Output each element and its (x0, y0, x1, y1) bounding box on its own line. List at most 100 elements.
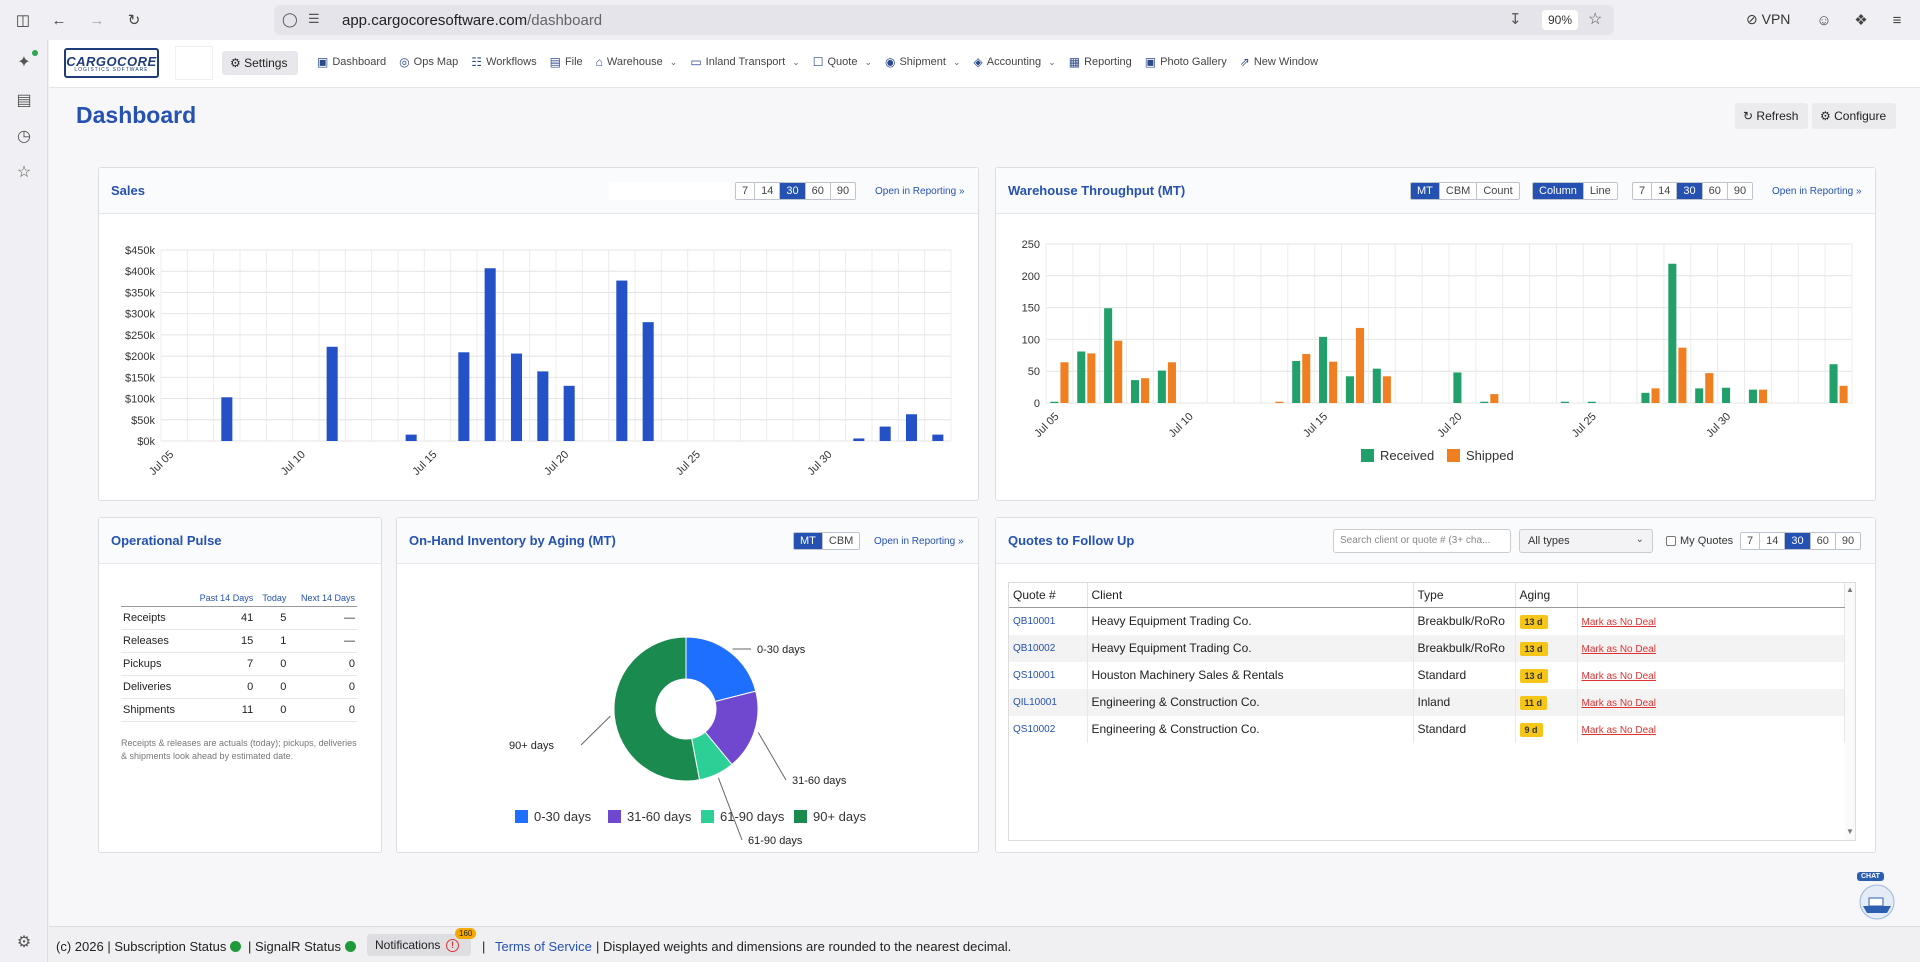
nav-item-photo-gallery[interactable]: ▣ Photo Gallery (1145, 55, 1227, 69)
chevron-down-icon[interactable]: ⌄ (864, 56, 872, 67)
chevron-down-icon[interactable]: ⌄ (952, 56, 961, 67)
sales-range-30[interactable]: 30 (780, 183, 806, 199)
bar-shipped (1355, 327, 1365, 403)
chat-widget[interactable]: CHAT (1851, 872, 1901, 920)
quote-aging: 13 d (1515, 634, 1578, 662)
mark-no-deal-link[interactable]: Mark as No Deal (1581, 671, 1656, 682)
inventory-open-reporting-link[interactable]: Open in Reporting » (874, 536, 964, 547)
bar-shipped (1705, 373, 1714, 403)
synced-tabs-icon[interactable]: ▤ (16, 92, 32, 109)
settings-button[interactable]: ⚙ Settings (222, 51, 298, 75)
quote-number-link[interactable]: QS10002 (1009, 715, 1088, 743)
warehouse-range-90[interactable]: 90 (1727, 183, 1753, 199)
quotes-column-header[interactable]: Quote # (1009, 583, 1088, 608)
quotes-scrollbar[interactable]: ▲ ▼ (1845, 583, 1855, 840)
nav-item-new-window[interactable]: ⇗ New Window (1240, 55, 1318, 69)
inventory-unit-cbm[interactable]: CBM (822, 533, 860, 549)
pulse-column-header: Next 14 Days (288, 590, 357, 607)
url-text[interactable]: app.cargocoresoftware.com/dashboard (342, 12, 603, 29)
quotes-range-60[interactable]: 60 (1810, 533, 1836, 549)
configure-button[interactable]: ⚙ Configure (1812, 103, 1897, 129)
aging-badge: 13 d (1519, 641, 1548, 656)
reload-icon[interactable]: ↻ (127, 12, 141, 29)
nav-item-shipment[interactable]: ◉ Shipment ⌄ (885, 55, 961, 69)
back-icon[interactable]: ← (51, 11, 67, 29)
quotes-column-header[interactable]: Type (1413, 583, 1516, 608)
mark-no-deal-link[interactable]: Mark as No Deal (1581, 644, 1656, 655)
quote-type-select[interactable]: All types ⌄ (1519, 529, 1653, 553)
quotes-column-header[interactable] (1577, 583, 1845, 608)
report-icon: ▦ (1068, 55, 1081, 69)
bookmark-star-icon[interactable]: ☆ (1588, 11, 1603, 28)
mark-no-deal-link[interactable]: Mark as No Deal (1581, 725, 1656, 736)
refresh-button[interactable]: ↻ Refresh (1735, 103, 1809, 129)
nav-item-warehouse[interactable]: ⌂ Warehouse ⌄ (596, 55, 678, 69)
warehouse-range-30[interactable]: 30 (1677, 183, 1703, 199)
download-icon[interactable]: ↧ (1509, 11, 1522, 28)
zoom-level[interactable]: 90% (1542, 10, 1578, 30)
warehouse-range-60[interactable]: 60 (1702, 183, 1728, 199)
warehouse-mode-column[interactable]: Column (1533, 183, 1584, 199)
y-tick-label: $300k (125, 309, 155, 321)
chevron-down-icon[interactable]: ⌄ (792, 56, 800, 67)
menu-icon[interactable]: ≡ (1892, 11, 1902, 29)
warehouse-range-7[interactable]: 7 (1633, 183, 1653, 199)
mark-no-deal-link[interactable]: Mark as No Deal (1581, 617, 1656, 629)
warehouse-unit-cbm[interactable]: CBM (1439, 183, 1478, 199)
quotes-range-14[interactable]: 14 (1760, 533, 1786, 549)
quotes-range-30[interactable]: 30 (1785, 533, 1811, 549)
my-quotes-checkbox[interactable]: My Quotes (1666, 535, 1733, 547)
nav-item-ops-map[interactable]: ◎ Ops Map (399, 55, 458, 69)
quotes-range-7[interactable]: 7 (1741, 533, 1761, 549)
cargocore-logo[interactable]: CARGOCORE LOGISTICS SOFTWARE (64, 48, 159, 78)
x-tick-label: Jul 25 (674, 449, 703, 478)
quote-number-link[interactable]: QB10002 (1009, 634, 1088, 662)
ai-sparkle-icon[interactable]: ✦ (17, 54, 31, 71)
terms-of-service-link[interactable]: Terms of Service (495, 939, 592, 954)
sales-range-90[interactable]: 90 (830, 183, 856, 199)
settings-gear-icon[interactable]: ⚙ (16, 934, 32, 951)
account-icon[interactable]: ☺ (1816, 11, 1832, 29)
chevron-down-icon[interactable]: ⌄ (669, 56, 678, 67)
globe-icon: ◎ (399, 55, 410, 69)
mark-no-deal-link[interactable]: Mark as No Deal (1581, 698, 1656, 709)
permissions-icon[interactable]: ☰ (308, 11, 320, 26)
quote-number-link[interactable]: QS10001 (1009, 661, 1088, 689)
warehouse-unit-count[interactable]: Count (1477, 183, 1519, 199)
quotes-range-90[interactable]: 90 (1835, 533, 1861, 549)
quote-client: Heavy Equipment Trading Co. (1087, 634, 1414, 662)
extensions-icon[interactable]: ❖ (1854, 12, 1868, 29)
quotes-column-header[interactable]: Client (1087, 583, 1414, 608)
quote-number-link[interactable]: QIL10001 (1009, 688, 1088, 716)
nav-item-quote[interactable]: ☐ Quote ⌄ (813, 55, 872, 69)
warehouse-range-14[interactable]: 14 (1652, 183, 1678, 199)
quote-number-link[interactable]: QB10001 (1009, 607, 1088, 635)
sales-range-7[interactable]: 7 (736, 183, 756, 199)
history-icon[interactable]: ◷ (17, 128, 31, 145)
bookmarks-icon[interactable]: ☆ (16, 164, 32, 181)
sales-range-60[interactable]: 60 (805, 183, 831, 199)
vpn-button[interactable]: ⊘ VPN (1746, 11, 1791, 27)
sidebar-toggle-icon[interactable]: ◫ (15, 12, 31, 29)
chevron-down-icon[interactable]: ⌄ (1048, 56, 1056, 67)
nav-item-reporting[interactable]: ▦ Reporting (1069, 55, 1132, 69)
checkbox-box[interactable] (1666, 536, 1676, 546)
nav-item-file[interactable]: ▤ File (550, 55, 583, 69)
quote-search-input[interactable]: Search client or quote # (3+ cha... (1333, 529, 1511, 553)
warehouse-unit-mt[interactable]: MT (1411, 183, 1440, 199)
nav-item-inland-transport[interactable]: ▭ Inland Transport ⌄ (690, 55, 799, 69)
address-bar[interactable]: ◯ ☰ app.cargocoresoftware.com/dashboard … (274, 5, 1614, 35)
nav-item-dashboard[interactable]: ▣ Dashboard (317, 55, 386, 69)
notifications-button[interactable]: Notifications (367, 934, 471, 956)
inventory-unit-mt[interactable]: MT (794, 533, 823, 549)
warehouse-mode-line[interactable]: Line (1583, 183, 1617, 199)
logo-placeholder (175, 46, 213, 80)
quotes-column-header[interactable]: Aging (1515, 583, 1578, 608)
nav-item-accounting[interactable]: ◈ Accounting ⌄ (974, 55, 1056, 69)
sales-range-14[interactable]: 14 (755, 183, 781, 199)
warehouse-open-reporting-link[interactable]: Open in Reporting » (1772, 186, 1862, 197)
sales-open-reporting-link[interactable]: Open in Reporting » (875, 186, 965, 197)
nav-item-workflows[interactable]: ☷ Workflows (471, 55, 536, 69)
shield-icon[interactable]: ◯ (282, 11, 298, 27)
forward-icon[interactable]: → (89, 11, 105, 29)
